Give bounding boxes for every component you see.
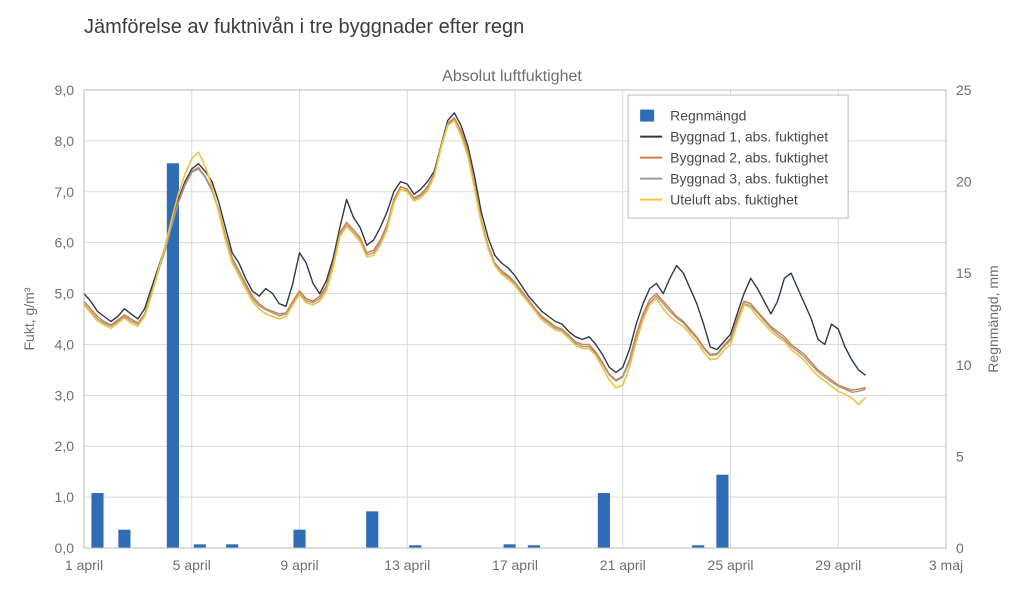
rain-bar <box>504 544 516 548</box>
x-tick-label: 25 april <box>708 557 754 573</box>
yleft-tick-label: 4,0 <box>55 336 75 352</box>
legend-label: Byggnad 2, abs. fuktighet <box>670 150 828 166</box>
x-tick-label: 1 april <box>65 557 103 573</box>
x-tick-label: 5 april <box>173 557 211 573</box>
legend-swatch-bar <box>640 110 654 122</box>
yleft-tick-label: 6,0 <box>55 235 75 251</box>
rain-bar <box>716 475 728 548</box>
rain-bar <box>226 544 238 548</box>
x-tick-label: 13 april <box>384 557 430 573</box>
yleft-tick-label: 3,0 <box>55 387 75 403</box>
x-tick-label: 29 april <box>815 557 861 573</box>
rain-bar <box>598 493 610 548</box>
yright-tick-label: 20 <box>956 174 972 190</box>
legend-label: Uteluft abs. fuktighet <box>670 192 798 208</box>
yleft-tick-label: 8,0 <box>55 133 75 149</box>
humidity-chart: 1 april 5 april 9 april 13 april 17 april 21 … <box>0 0 1024 598</box>
yright-tick-label: 10 <box>956 357 972 373</box>
x-tick-label: 3 maj <box>929 557 963 573</box>
yleft-tick-label: 1,0 <box>55 489 75 505</box>
yleft-tick-label: 7,0 <box>55 184 75 200</box>
yleft-axis-label: Fukt, g/m³ <box>21 287 37 350</box>
x-tick-label: 17 april <box>492 557 538 573</box>
yright-tick-label: 25 <box>956 82 972 98</box>
yright-tick-label: 0 <box>956 540 964 556</box>
yright-tick-label: 15 <box>956 265 972 281</box>
legend-label: Byggnad 3, abs. fuktighet <box>670 171 828 187</box>
rain-bar <box>366 511 378 548</box>
legend-label: Regnmängd <box>670 108 746 124</box>
yleft-tick-label: 5,0 <box>55 286 75 302</box>
rain-bar <box>118 530 130 548</box>
rain-bar <box>91 493 103 548</box>
legend-label: Byggnad 1, abs. fuktighet <box>670 129 828 145</box>
yleft-tick-label: 9,0 <box>55 82 75 98</box>
rain-bar <box>293 530 305 548</box>
yleft-tick-label: 2,0 <box>55 438 75 454</box>
yleft-tick-label: 0,0 <box>55 540 75 556</box>
legend: Regnmängd Byggnad 1, abs. fuktighet Byggna… <box>628 95 848 218</box>
yright-axis-label: Regnmängd, mm <box>985 265 1001 372</box>
rain-bar <box>194 544 206 548</box>
x-tick-label: 21 april <box>600 557 646 573</box>
yright-tick-label: 5 <box>956 448 964 464</box>
x-tick-label: 9 april <box>280 557 318 573</box>
